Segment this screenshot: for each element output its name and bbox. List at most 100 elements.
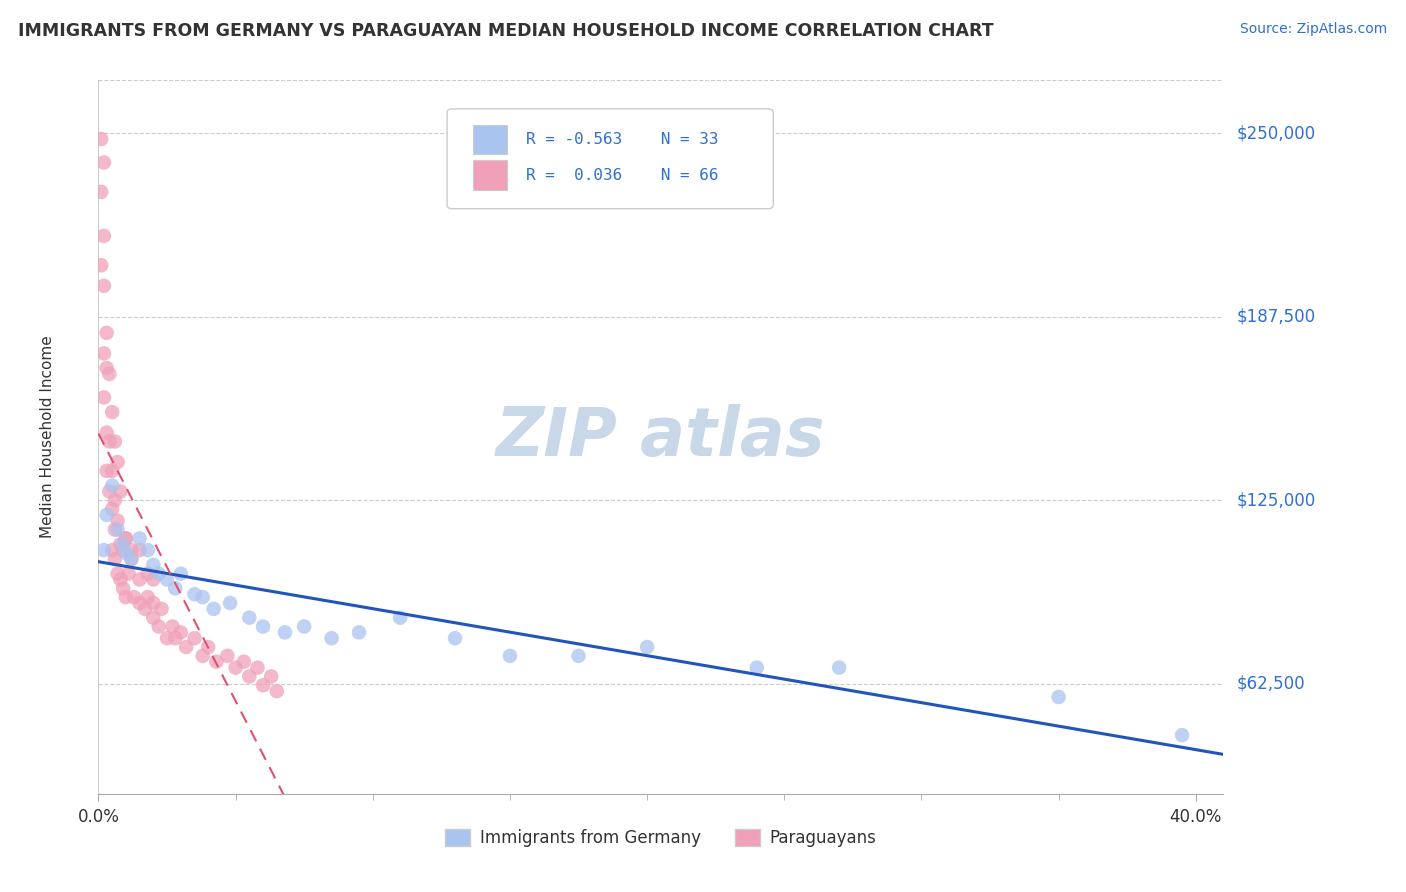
Point [104, 493, 127, 508]
Point [120, 552, 142, 566]
FancyBboxPatch shape [472, 125, 506, 154]
FancyBboxPatch shape [447, 109, 773, 209]
Legend: Immigrants from Germany, Paraguayans: Immigrants from Germany, Paraguayans [439, 822, 883, 854]
Point [165, 632, 187, 646]
Point [98, 434, 121, 449]
Point [136, 566, 159, 581]
Point [156, 573, 179, 587]
Point [232, 655, 254, 669]
Point [117, 566, 139, 581]
Point [150, 602, 173, 616]
Point [142, 558, 165, 572]
Point [90, 258, 112, 272]
Text: IMMIGRANTS FROM GERMANY VS PARAGUAYAN MEDIAN HOUSEHOLD INCOME CORRELATION CHART: IMMIGRANTS FROM GERMANY VS PARAGUAYAN ME… [18, 22, 994, 40]
Text: R = -0.563    N = 33: R = -0.563 N = 33 [526, 132, 718, 147]
Point [112, 537, 135, 551]
Point [183, 632, 205, 646]
Point [107, 514, 129, 528]
Point [238, 610, 260, 624]
Point [745, 660, 768, 674]
Point [1171, 728, 1194, 742]
Point [292, 619, 315, 633]
Point [93, 543, 115, 558]
Point [260, 669, 283, 683]
Point [110, 537, 132, 551]
Point [321, 632, 343, 646]
Point [246, 660, 269, 674]
Point [183, 587, 205, 601]
Point [107, 566, 129, 581]
Point [104, 523, 127, 537]
Point [266, 684, 288, 698]
Point [444, 632, 467, 646]
Point [238, 669, 260, 683]
Point [128, 573, 150, 587]
Point [122, 590, 145, 604]
Point [191, 590, 214, 604]
Point [101, 405, 124, 419]
Point [252, 619, 274, 633]
Point [128, 532, 150, 546]
Point [191, 648, 214, 663]
Point [170, 566, 193, 581]
Point [93, 346, 115, 360]
Point [136, 590, 159, 604]
Point [142, 596, 165, 610]
Point [174, 640, 197, 654]
Point [142, 610, 165, 624]
Point [90, 132, 112, 146]
Point [197, 640, 219, 654]
Point [101, 478, 124, 492]
Point [148, 619, 170, 633]
Point [156, 632, 179, 646]
Point [112, 543, 135, 558]
Point [165, 582, 187, 596]
Point [499, 648, 522, 663]
Text: ZIP atlas: ZIP atlas [496, 404, 825, 470]
Point [252, 678, 274, 692]
Point [115, 532, 138, 546]
Point [98, 367, 121, 381]
Point [347, 625, 370, 640]
Point [96, 326, 118, 340]
Point [101, 502, 124, 516]
Point [202, 602, 225, 616]
Point [96, 425, 118, 440]
Point [142, 573, 165, 587]
Point [274, 625, 297, 640]
Point [101, 464, 124, 478]
Text: $125,000: $125,000 [1237, 491, 1316, 509]
Point [107, 523, 129, 537]
Point [93, 391, 115, 405]
Point [389, 610, 412, 624]
Point [828, 660, 851, 674]
Point [170, 625, 193, 640]
Point [120, 552, 142, 566]
Point [219, 596, 242, 610]
Point [93, 278, 115, 293]
Point [162, 619, 184, 633]
Point [636, 640, 658, 654]
FancyBboxPatch shape [472, 161, 506, 190]
Point [96, 508, 118, 522]
Point [115, 546, 138, 560]
Text: Source: ZipAtlas.com: Source: ZipAtlas.com [1240, 22, 1388, 37]
Point [115, 590, 138, 604]
Point [205, 655, 228, 669]
Point [110, 573, 132, 587]
Point [148, 566, 170, 581]
Point [104, 434, 127, 449]
Point [104, 552, 127, 566]
Point [93, 155, 115, 169]
Point [136, 543, 159, 558]
Text: $62,500: $62,500 [1237, 674, 1306, 693]
Point [1047, 690, 1070, 704]
Point [115, 532, 138, 546]
Point [225, 660, 247, 674]
Point [112, 582, 135, 596]
Point [110, 484, 132, 499]
Point [96, 464, 118, 478]
Point [567, 648, 589, 663]
Text: R =  0.036    N = 66: R = 0.036 N = 66 [526, 168, 718, 183]
Point [96, 361, 118, 376]
